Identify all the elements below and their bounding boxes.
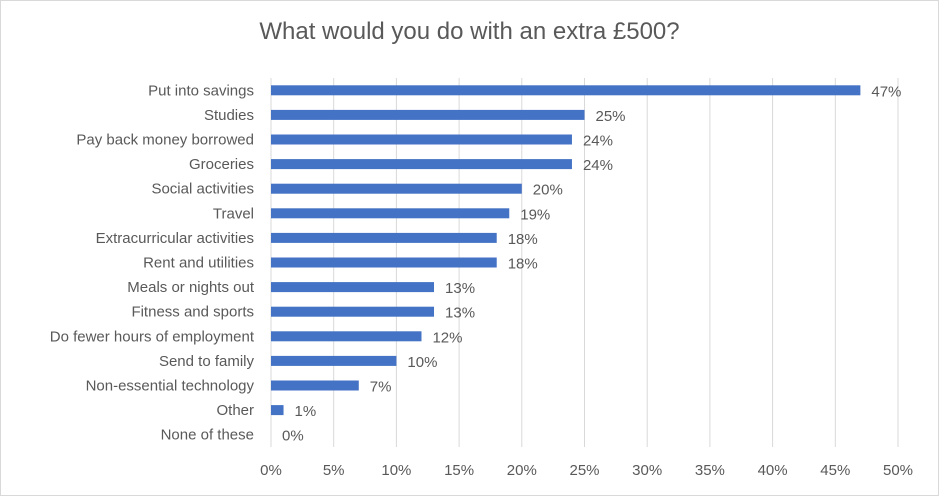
x-tick-label: 25% — [569, 462, 599, 479]
data-label: 24% — [583, 133, 613, 150]
category-label: Send to family — [159, 353, 255, 370]
x-tick-label: 0% — [260, 462, 282, 479]
data-label: 7% — [370, 379, 392, 396]
category-label: Meals or nights out — [127, 279, 255, 296]
bar — [271, 134, 572, 145]
data-label: 0% — [282, 428, 304, 445]
x-tick-label: 35% — [695, 462, 725, 479]
bars — [271, 85, 861, 416]
data-label: 18% — [508, 256, 538, 273]
category-label: Groceries — [189, 156, 254, 173]
x-tick-label: 15% — [444, 462, 474, 479]
bar — [271, 257, 497, 268]
x-tick-label: 50% — [883, 462, 913, 479]
bar — [271, 85, 861, 96]
data-label: 47% — [871, 83, 901, 100]
category-labels: Put into savings Studies Pay back money bo… — [50, 82, 255, 443]
x-tick-label: 45% — [820, 462, 850, 479]
category-label: Put into savings — [148, 82, 254, 99]
chart-title: What would you do with an extra £500? — [259, 18, 680, 45]
category-label: Fitness and sports — [131, 304, 254, 321]
category-label: Pay back money borrowed — [76, 132, 254, 149]
bar — [271, 282, 435, 293]
data-label: 13% — [445, 305, 475, 322]
x-axis-tick-labels: 0% 5% 10% 15% 20% 25% 30% 35% 40% 45% 50% — [260, 462, 913, 479]
x-tick-label: 5% — [323, 462, 345, 479]
category-label: Extracurricular activities — [96, 230, 254, 247]
data-label: 24% — [583, 157, 613, 174]
category-label: Other — [216, 402, 254, 419]
bar — [271, 183, 522, 194]
data-label: 1% — [295, 403, 317, 420]
x-tick-label: 40% — [758, 462, 788, 479]
data-label: 13% — [445, 280, 475, 297]
data-label: 10% — [407, 354, 437, 371]
data-labels: 47% 25% 24% 24% 20% 19% 18% 18% 13% 13% 12% 10% 7% 1%… — [282, 83, 901, 444]
bar — [271, 306, 435, 317]
x-tick-label: 30% — [632, 462, 662, 479]
category-label: Travel — [213, 205, 254, 222]
bar — [271, 159, 572, 170]
category-label: Rent and utilities — [143, 255, 254, 272]
category-label: Social activities — [151, 181, 254, 198]
gridlines — [270, 78, 899, 447]
x-tick-label: 20% — [507, 462, 537, 479]
bar — [271, 380, 359, 391]
data-label: 25% — [596, 108, 626, 125]
data-label: 12% — [432, 329, 462, 346]
category-label: Do fewer hours of employment — [50, 328, 255, 345]
data-label: 19% — [520, 206, 550, 223]
bar — [271, 232, 497, 243]
bar — [271, 109, 585, 120]
data-label: 18% — [508, 231, 538, 248]
bar — [271, 355, 397, 366]
bar — [271, 331, 422, 342]
data-label: 20% — [533, 182, 563, 199]
bar — [271, 405, 284, 416]
category-label: Studies — [204, 107, 254, 124]
category-label: None of these — [161, 427, 254, 444]
category-label: Non-essential technology — [86, 378, 255, 395]
x-tick-label: 10% — [381, 462, 411, 479]
bar — [271, 208, 510, 219]
